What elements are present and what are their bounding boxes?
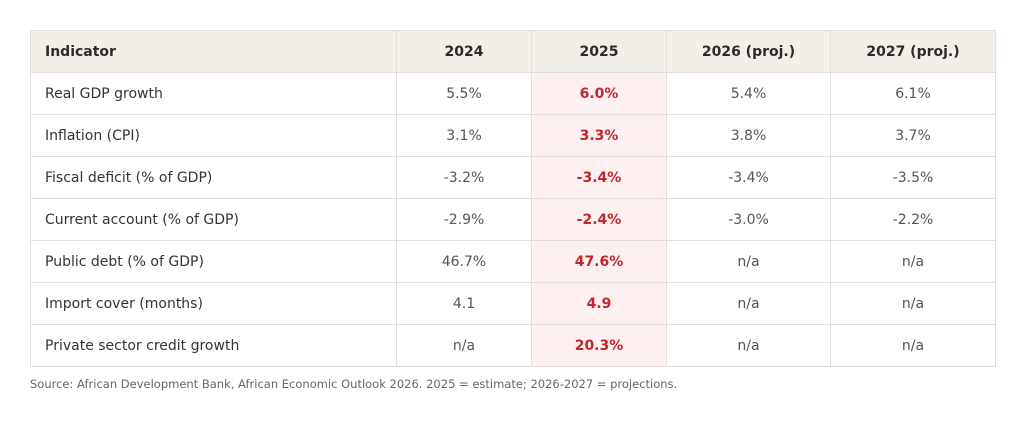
cell-2024: 4.1 xyxy=(396,282,532,325)
row-label: Public debt (% of GDP) xyxy=(30,240,397,283)
row-label: Inflation (CPI) xyxy=(30,114,397,157)
cell-2025: 3.3% xyxy=(531,114,667,157)
header-2027-proj: 2027 (proj.) xyxy=(830,30,996,73)
table-header-row: Indicator 2024 2025 2026 (proj.) 2027 (p… xyxy=(30,30,996,73)
cell-2024: 3.1% xyxy=(396,114,532,157)
cell-2027: -3.5% xyxy=(830,156,996,199)
table-row: Fiscal deficit (% of GDP) -3.2% -3.4% -3… xyxy=(30,156,996,199)
cell-2024: n/a xyxy=(396,324,532,367)
cell-2025: 4.9 xyxy=(531,282,667,325)
cell-2024: 46.7% xyxy=(396,240,532,283)
table-row: Inflation (CPI) 3.1% 3.3% 3.8% 3.7% xyxy=(30,114,996,157)
table-row: Public debt (% of GDP) 46.7% 47.6% n/a n… xyxy=(30,240,996,283)
cell-2027: n/a xyxy=(830,282,996,325)
cell-2027: n/a xyxy=(830,240,996,283)
source-note: Source: African Development Bank, Africa… xyxy=(30,377,678,391)
cell-2026: n/a xyxy=(666,240,831,283)
cell-2025: 20.3% xyxy=(531,324,667,367)
cell-2026: -3.4% xyxy=(666,156,831,199)
row-label: Real GDP growth xyxy=(30,72,397,115)
header-2025: 2025 xyxy=(531,30,667,73)
cell-2026: -3.0% xyxy=(666,198,831,241)
header-2026-proj: 2026 (proj.) xyxy=(666,30,831,73)
cell-2027: 6.1% xyxy=(830,72,996,115)
table-row: Current account (% of GDP) -2.9% -2.4% -… xyxy=(30,198,996,241)
cell-2024: -3.2% xyxy=(396,156,532,199)
row-label: Current account (% of GDP) xyxy=(30,198,397,241)
row-label: Private sector credit growth xyxy=(30,324,397,367)
cell-2026: 3.8% xyxy=(666,114,831,157)
cell-2027: n/a xyxy=(830,324,996,367)
cell-2024: -2.9% xyxy=(396,198,532,241)
row-label: Import cover (months) xyxy=(30,282,397,325)
table-row: Import cover (months) 4.1 4.9 n/a n/a xyxy=(30,282,996,325)
cell-2026: 5.4% xyxy=(666,72,831,115)
row-label: Fiscal deficit (% of GDP) xyxy=(30,156,397,199)
cell-2027: -2.2% xyxy=(830,198,996,241)
table-row: Real GDP growth 5.5% 6.0% 5.4% 6.1% xyxy=(30,72,996,115)
cell-2025: -2.4% xyxy=(531,198,667,241)
cell-2025: 47.6% xyxy=(531,240,667,283)
table-row: Private sector credit growth n/a 20.3% n… xyxy=(30,324,996,367)
cell-2026: n/a xyxy=(666,324,831,367)
table-container: Indicator 2024 2025 2026 (proj.) 2027 (p… xyxy=(30,30,996,391)
cell-2024: 5.5% xyxy=(396,72,532,115)
cell-2026: n/a xyxy=(666,282,831,325)
header-indicator: Indicator xyxy=(30,30,397,73)
header-2024: 2024 xyxy=(396,30,532,73)
cell-2027: 3.7% xyxy=(830,114,996,157)
cell-2025: 6.0% xyxy=(531,72,667,115)
economic-indicators-table: Indicator 2024 2025 2026 (proj.) 2027 (p… xyxy=(30,30,996,367)
cell-2025: -3.4% xyxy=(531,156,667,199)
